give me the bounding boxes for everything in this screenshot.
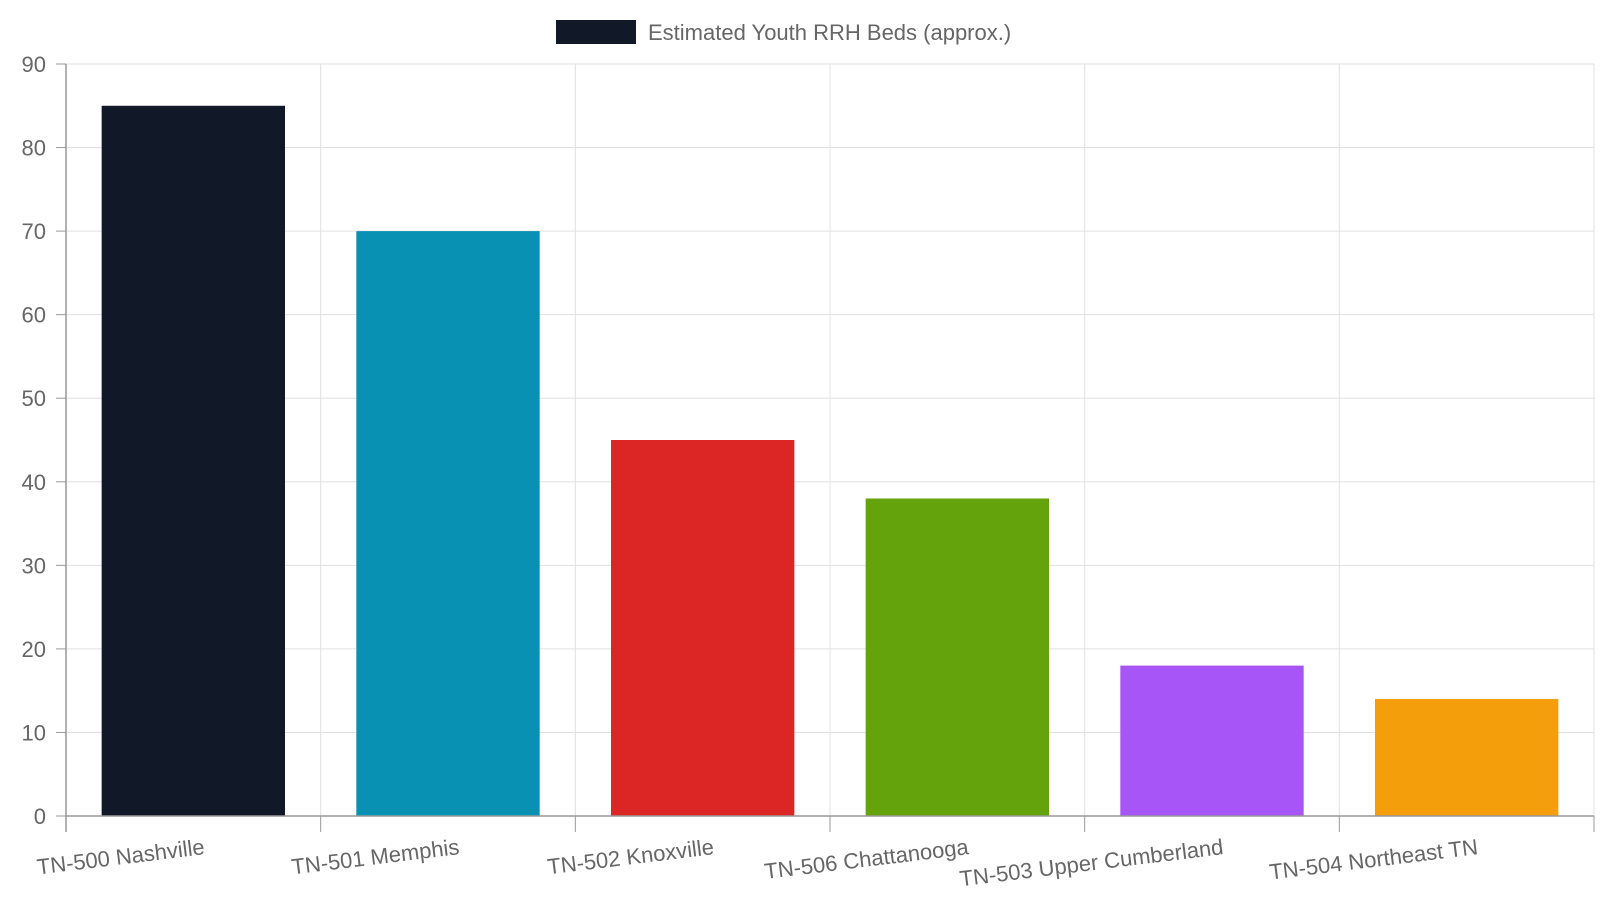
y-tick-label: 40	[22, 470, 46, 495]
y-tick-label: 20	[22, 637, 46, 662]
y-axis-ticks: 0 10 20 30 40 50 60 70 80 90	[22, 52, 66, 829]
y-tick-label: 50	[22, 386, 46, 411]
y-tick-label: 0	[34, 804, 46, 829]
x-tick-label: TN-503 Upper Cumberland	[958, 834, 1224, 891]
x-tick-label: TN-504 Northeast TN	[1268, 834, 1479, 884]
y-tick-label: 70	[22, 219, 46, 244]
bar[interactable]	[101, 105, 286, 817]
bar[interactable]	[1374, 699, 1559, 816]
x-tick-label: TN-502 Knoxville	[546, 834, 715, 879]
x-tick-label: TN-501 Memphis	[290, 834, 461, 879]
bar[interactable]	[1120, 665, 1304, 816]
y-tick-label: 90	[22, 52, 46, 77]
grid	[66, 63, 1595, 817]
legend[interactable]: Estimated Youth RRH Beds (approx.)	[556, 20, 1011, 45]
y-tick-label: 60	[22, 303, 46, 328]
x-axis-ticks: TN-500 Nashville TN-501 Memphis TN-502 Kno…	[35, 834, 1479, 891]
y-tick-label: 30	[22, 553, 46, 578]
legend-label: Estimated Youth RRH Beds (approx.)	[648, 20, 1011, 45]
x-tick-label: TN-500 Nashville	[35, 834, 206, 879]
bars	[101, 105, 1559, 817]
bar[interactable]	[610, 440, 795, 816]
bar[interactable]	[356, 231, 540, 817]
axes	[65, 64, 1595, 832]
y-tick-label: 80	[22, 136, 46, 161]
bar[interactable]	[865, 498, 1050, 816]
y-tick-label: 10	[22, 720, 46, 745]
legend-swatch	[556, 20, 636, 44]
x-tick-label: TN-506 Chattanooga	[763, 834, 971, 884]
